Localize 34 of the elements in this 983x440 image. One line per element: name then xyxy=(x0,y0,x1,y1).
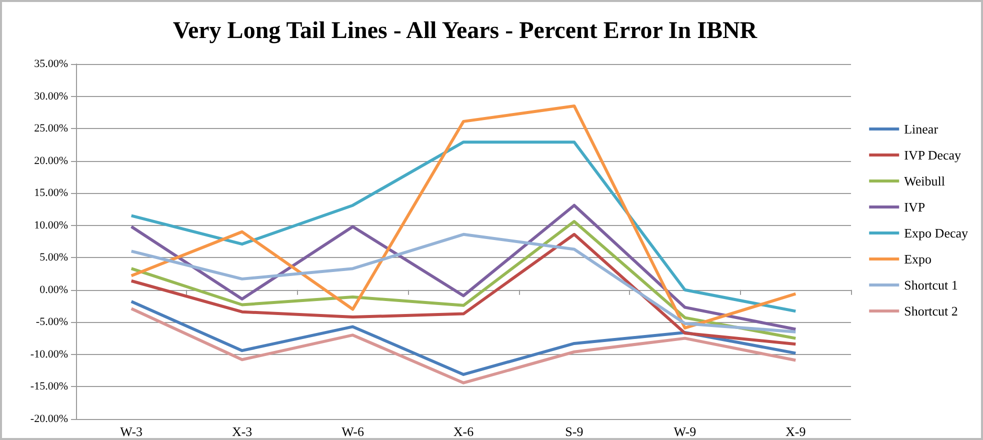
y-tick-label: 15.00% xyxy=(34,187,68,200)
y-tick-label: 20.00% xyxy=(34,154,68,167)
y-tick-label: 10.00% xyxy=(34,219,68,232)
x-tick-label: W-9 xyxy=(674,424,696,439)
y-tick-label: -15.00% xyxy=(30,380,68,393)
x-tick-label: W-3 xyxy=(120,424,143,439)
y-tick-label: 35.00% xyxy=(34,58,68,70)
legend-label: Shortcut 2 xyxy=(904,304,958,318)
y-tick-label: 5.00% xyxy=(40,252,68,264)
x-tick-label: W-6 xyxy=(342,424,364,439)
legend-label: IVP Decay xyxy=(904,148,962,162)
x-tick-label: S-9 xyxy=(565,424,584,439)
line-series xyxy=(130,220,798,340)
y-tick-label: 30.00% xyxy=(34,90,68,102)
chart-title: Very Long Tail Lines - All Years - Percent Error In IBNR xyxy=(172,18,758,44)
x-tick-label: X-9 xyxy=(786,424,806,439)
line-series xyxy=(130,300,798,376)
y-tick-label: 25.00% xyxy=(34,122,68,135)
y-tick-label: -5.00% xyxy=(36,316,68,328)
legend-label: Shortcut 1 xyxy=(904,278,958,292)
y-tick-label: -20.00% xyxy=(30,413,68,425)
legend-label: Expo Decay xyxy=(904,226,968,240)
legend-label: Linear xyxy=(904,122,939,136)
x-tick-label: X-3 xyxy=(232,424,252,439)
line-series xyxy=(130,204,798,331)
legend-label: Expo xyxy=(904,252,932,266)
legend-label: Weibull xyxy=(904,174,946,188)
y-tick-label: -10.00% xyxy=(30,348,68,360)
line-series xyxy=(130,104,798,330)
y-tick-label: 0.00% xyxy=(40,284,68,296)
line-series xyxy=(130,307,798,384)
x-tick-label: X-6 xyxy=(453,424,474,439)
line-series xyxy=(130,140,798,313)
legend-label: IVP xyxy=(904,200,926,214)
